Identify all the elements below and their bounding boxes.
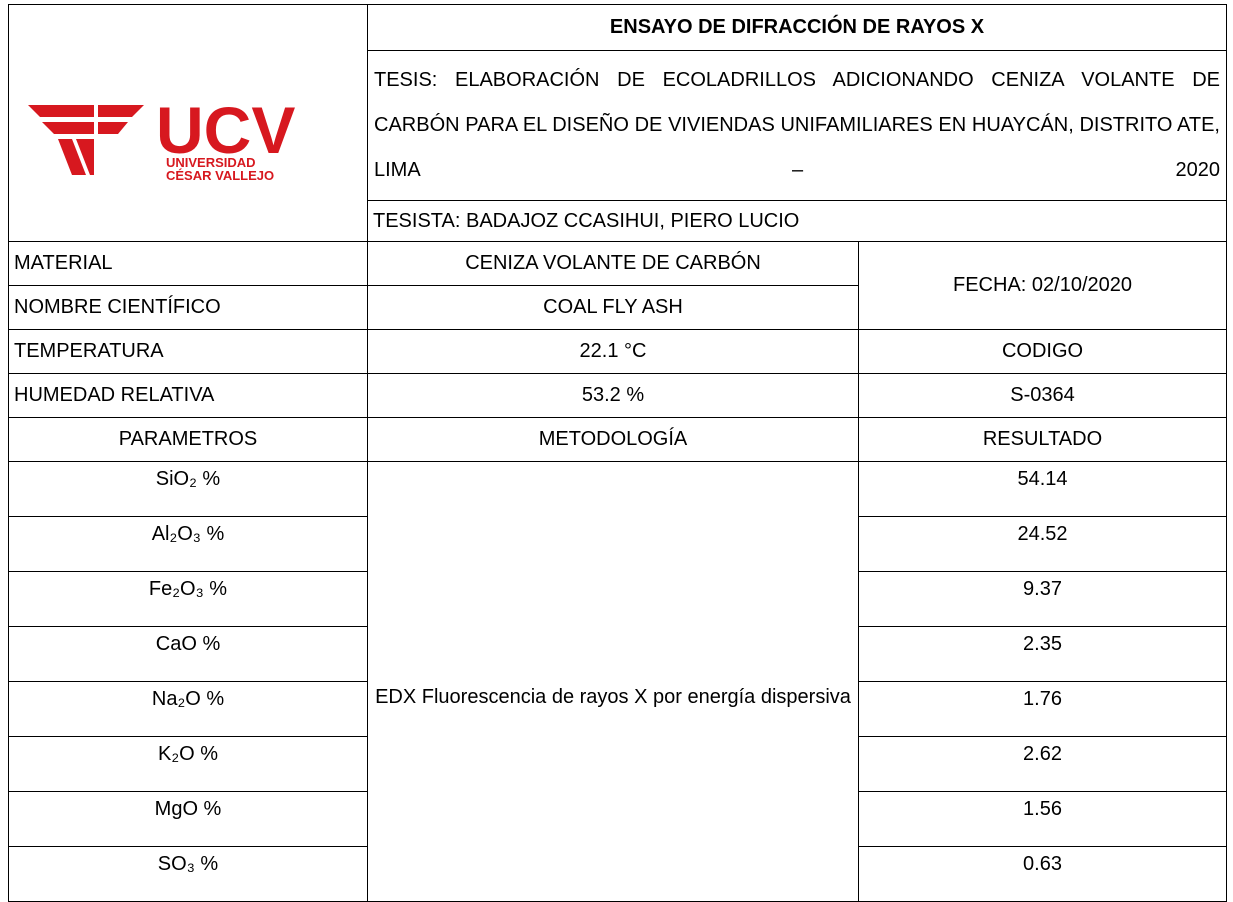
info-value: COAL FLY ASH — [367, 285, 859, 330]
author: TESISTA: BADAJOZ CCASIHUI, PIERO LUCIO — [367, 200, 1227, 242]
result: 2.62 — [858, 736, 1227, 792]
info-value: 53.2 % — [367, 373, 859, 418]
parameter: SiO₂ % — [8, 461, 368, 517]
parameter: MgO % — [8, 791, 368, 847]
row: K₂O % 2.62 — [8, 736, 1227, 792]
parameter: K₂O % — [8, 736, 368, 792]
row: PARAMETROS METODOLOGÍA RESULTADO — [8, 417, 1227, 462]
title: ENSAYO DE DIFRACCIÓN DE RAYOS X — [367, 4, 1227, 51]
row: Na₂O % 1.76 — [8, 681, 1227, 737]
row: CaO % 2.35 — [8, 626, 1227, 682]
code: S-0364 — [858, 373, 1227, 418]
result: 0.63 — [858, 846, 1227, 902]
report-table: UCV UNIVERSIDAD CÉSAR VALLEJO ENSAYO DE … — [8, 4, 1227, 902]
parameter: Fe₂O₃ % — [8, 571, 368, 627]
result: 9.37 — [858, 571, 1227, 627]
row: Fe₂O₃ % 9.37 — [8, 571, 1227, 627]
column-header: METODOLOGÍA — [367, 417, 859, 462]
logo-line: CÉSAR VALLEJO — [166, 168, 274, 183]
result: 1.76 — [858, 681, 1227, 737]
row: MATERIAL CENIZA VOLANTE DE CARBÓN FECHA: 0… — [8, 241, 1227, 330]
column-header: PARAMETROS — [8, 417, 368, 462]
thesis: TESIS: ELABORACIÓN DE ECOLADRILLOS ADICI… — [367, 49, 1227, 202]
info-label: MATERIAL — [8, 241, 368, 286]
logo-cell: UCV UNIVERSIDAD CÉSAR VALLEJO — [8, 4, 368, 242]
info-value: 22.1 °C — [367, 329, 859, 374]
result: 1.56 — [858, 791, 1227, 847]
info-label: HUMEDAD RELATIVA — [8, 373, 368, 418]
info-value: CENIZA VOLANTE DE CARBÓN — [367, 241, 859, 286]
page: UCV UNIVERSIDAD CÉSAR VALLEJO ENSAYO DE … — [8, 4, 1227, 902]
date: FECHA: 02/10/2020 — [858, 241, 1227, 330]
logo: UCV UNIVERSIDAD CÉSAR VALLEJO — [28, 93, 295, 183]
logo-emblem — [28, 105, 144, 175]
parameter: SO₃ % — [8, 846, 368, 902]
result: 24.52 — [858, 516, 1227, 572]
method: EDX Fluorescencia de rayos X por energía… — [367, 461, 859, 902]
logo-line: UNIVERSIDAD — [166, 155, 256, 170]
info-label: TEMPERATURA — [8, 329, 368, 374]
code-label: CODIGO — [858, 329, 1227, 374]
parameter: Na₂O % — [8, 681, 368, 737]
result: 2.35 — [858, 626, 1227, 682]
logo-acronym: UCV — [156, 93, 295, 167]
info-label: NOMBRE CIENTÍFICO — [8, 285, 368, 330]
table-body: UCV UNIVERSIDAD CÉSAR VALLEJO ENSAYO DE … — [8, 4, 1227, 902]
column-header: RESULTADO — [858, 417, 1227, 462]
row: SiO₂ % EDX Fluorescencia de rayos X por e… — [8, 461, 1227, 902]
row: HUMEDAD RELATIVA 53.2 % S-0364 — [8, 373, 1227, 418]
parameter: CaO % — [8, 626, 368, 682]
row: NOMBRE CIENTÍFICO COAL FLY ASH — [8, 285, 1227, 330]
row: TEMPERATURA 22.1 °C CODIGO — [8, 329, 1227, 374]
parameter: Al₂O₃ % — [8, 516, 368, 572]
result: 54.14 — [858, 461, 1227, 517]
